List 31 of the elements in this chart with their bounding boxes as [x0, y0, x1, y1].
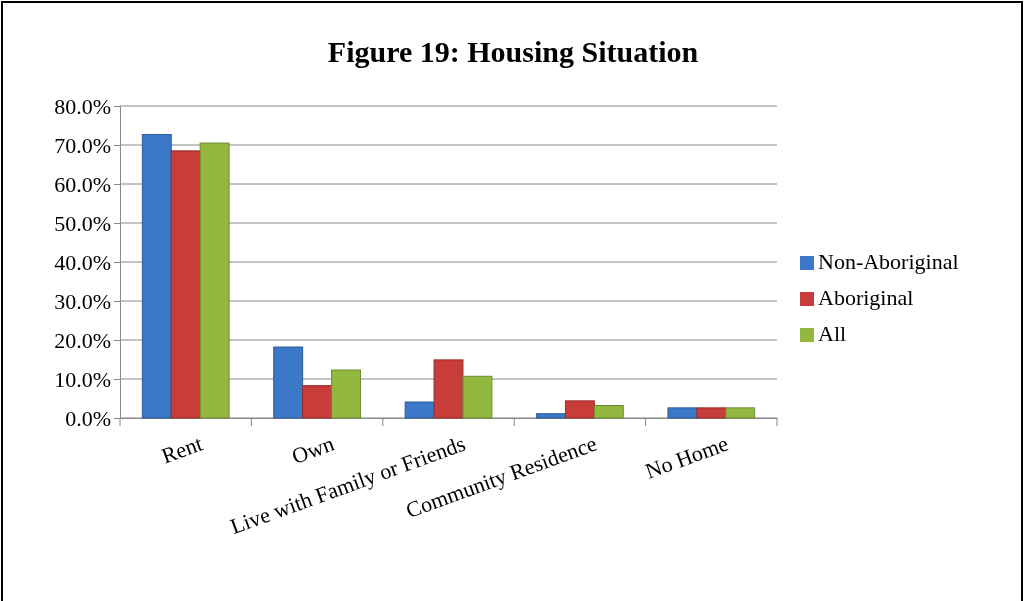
bar — [564, 400, 595, 419]
legend-label: Aboriginal — [818, 285, 914, 310]
bar — [273, 346, 304, 419]
x-tick-label: Rent — [158, 430, 206, 469]
bar — [725, 407, 756, 419]
legend-label: All — [818, 321, 847, 346]
y-tick-label: 70.0% — [54, 132, 111, 158]
bar — [331, 369, 361, 419]
y-tick-label: 60.0% — [54, 171, 111, 197]
y-tick-label: 10.0% — [54, 366, 111, 392]
bar — [696, 407, 727, 419]
bar — [536, 413, 566, 419]
bar — [433, 359, 464, 419]
y-tick-label: 50.0% — [54, 210, 111, 236]
bar — [199, 142, 230, 419]
chart-title: Figure 19: Housing Situation — [327, 35, 699, 68]
bar — [141, 133, 172, 419]
bar — [404, 401, 435, 419]
y-tick-label: 30.0% — [54, 288, 111, 314]
x-tick-label: No Home — [641, 430, 732, 484]
legend-label: Non-Aboriginal — [818, 249, 959, 274]
y-tick-label: 20.0% — [54, 327, 111, 353]
bar — [593, 405, 624, 419]
y-tick-label: 40.0% — [54, 249, 111, 275]
bar — [667, 407, 698, 419]
bar — [302, 385, 333, 419]
bar — [462, 375, 493, 419]
y-tick-label: 80.0% — [54, 93, 111, 119]
y-tick-label: 0.0% — [65, 405, 111, 431]
x-tick-label: Own — [288, 430, 338, 469]
bar — [170, 150, 201, 419]
